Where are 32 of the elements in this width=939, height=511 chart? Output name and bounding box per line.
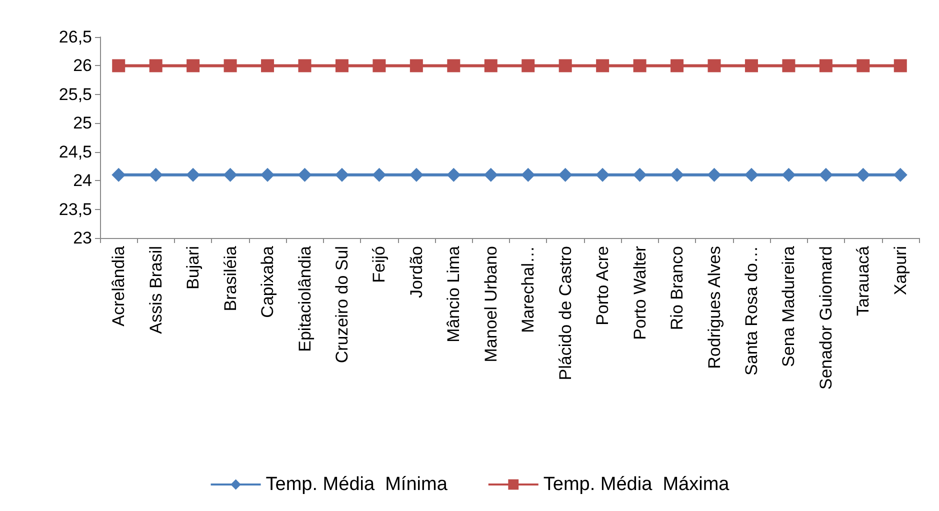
x-tick-label: Tarauacá [854, 245, 873, 316]
x-tick-label: Porto Acre [593, 246, 612, 326]
y-tick-label: 24,5 [58, 142, 92, 162]
y-tick-label: 26,5 [58, 28, 92, 46]
x-tick-label: Epitaciolândia [295, 245, 314, 352]
x-tick-label: Cruzeiro do Sul [332, 246, 352, 364]
x-tick-label: Rio Branco [668, 246, 687, 330]
x-tick-label: Feijó [370, 246, 389, 283]
x-tick-label: Manoel Urbano [481, 246, 500, 362]
y-tick-label: 26 [73, 56, 92, 76]
y-tick-label: 23 [73, 228, 92, 248]
x-tick-label: Acrelândia [109, 245, 128, 326]
x-tick-label: Bujari [184, 246, 203, 290]
x-tick-label: Assis Brasil [146, 246, 166, 334]
legend-label: Temp. Média Mínima [266, 474, 448, 495]
x-tick-label: Senador Guiomard [816, 246, 836, 390]
y-tick-label: 23,5 [58, 200, 92, 219]
x-tick-label: Santa Rosa do… [742, 246, 761, 376]
x-tick-label: Sena Madureira [779, 245, 798, 367]
x-tick-label: Porto Walter [630, 246, 650, 340]
x-tick-label: Rodrigues Alves [704, 246, 724, 369]
y-tick-label: 25,5 [58, 84, 92, 104]
y-tick-label: 25 [73, 114, 92, 133]
x-tick-label: Capixaba [258, 245, 278, 318]
x-tick-label: Plácido de Castro [556, 246, 575, 380]
legend-label: Temp. Média Máxima [543, 474, 730, 495]
x-tick-label: Xapuri [890, 246, 910, 296]
x-tick-label: Jordão [406, 246, 426, 298]
x-tick-label: Brasiléia [220, 245, 240, 312]
x-tick-label: Marechal… [518, 246, 538, 333]
y-tick-label: 24 [73, 171, 92, 190]
x-tick-label: Mâncio Lima [444, 245, 464, 342]
